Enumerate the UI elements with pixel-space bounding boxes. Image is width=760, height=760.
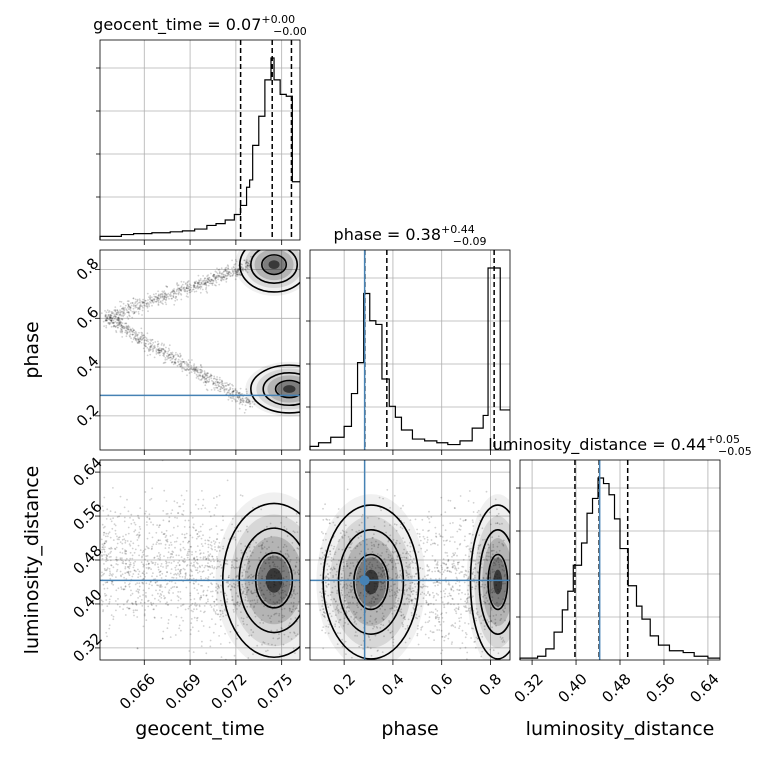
scatter-panel-geocent_time-luminosity_distance — [95, 459, 301, 665]
scatter-panel-phase-luminosity_distance — [305, 459, 511, 665]
tick-label-luminosity_distance: 0.32 — [510, 670, 546, 706]
contour-line — [250, 250, 299, 284]
density-fill — [268, 260, 280, 270]
histogram-panel-luminosity_distance — [516, 459, 721, 665]
histogram-panel-geocent_time — [96, 39, 301, 245]
contour-line — [478, 528, 510, 635]
density-blob — [245, 361, 300, 417]
axis-label-luminosity_distance: luminosity_distance — [21, 466, 43, 655]
axes-frame — [309, 249, 511, 451]
axis-label-geocent_time: geocent_time — [135, 718, 264, 740]
panel-title-geocent_time: geocent_time = 0.07+0.00 −0.00 — [93, 13, 307, 38]
density-blob — [234, 250, 300, 296]
tick-label-phase: 0.6 — [73, 303, 103, 333]
axes-frame — [309, 459, 511, 661]
contour-line — [322, 504, 420, 660]
tick-label-phase: 0.2 — [73, 401, 103, 431]
contour-line — [250, 364, 300, 414]
tick-label-luminosity_distance: 0.56 — [642, 670, 678, 706]
density-fill — [215, 492, 300, 660]
density-fill — [283, 385, 296, 393]
density-blob — [466, 494, 510, 660]
density-fill — [245, 361, 300, 417]
tick-label-geocent_time: 0.075 — [253, 670, 296, 713]
axes-frame — [99, 39, 301, 241]
contour-line — [337, 528, 405, 635]
tick-label-luminosity_distance: 0.64 — [686, 670, 722, 706]
axis-label-luminosity_distance: luminosity_distance — [526, 718, 715, 740]
tick-label-phase: 0.8 — [73, 254, 103, 284]
contour-line — [239, 250, 300, 293]
tick-label-phase: 0.4 — [378, 670, 408, 700]
contour-line — [262, 372, 300, 407]
tick-label-luminosity_distance: 0.48 — [598, 670, 634, 706]
axis-label-phase: phase — [21, 321, 43, 378]
panel-title-luminosity_distance: luminosity_distance = 0.44+0.05 −0.05 — [488, 433, 752, 458]
histogram-luminosity_distance — [519, 477, 720, 660]
density-region — [316, 488, 510, 660]
contour-line — [261, 254, 288, 276]
density-blob — [316, 494, 426, 660]
scatter-points — [100, 460, 300, 660]
tick-label-geocent_time: 0.069 — [162, 670, 205, 713]
tick-label-phase: 0.2 — [329, 670, 359, 700]
density-fill — [256, 368, 300, 410]
axes-frame — [519, 459, 721, 661]
injection-point — [359, 575, 370, 586]
density-fill — [363, 569, 379, 595]
tick-label-geocent_time: 0.066 — [116, 670, 159, 713]
density-fill — [493, 569, 503, 595]
tick-label-phase: 0.6 — [427, 670, 457, 700]
tick-label-phase: 0.4 — [73, 352, 103, 382]
scatter-panel-geocent_time-phase — [95, 249, 301, 455]
axes-frame — [99, 249, 301, 451]
tick-label-luminosity_distance: 0.40 — [554, 670, 590, 706]
histogram-panel-phase — [306, 249, 511, 455]
tick-label-phase: 0.8 — [476, 670, 506, 700]
contour-line — [469, 504, 510, 660]
contour-line — [487, 553, 509, 611]
axis-label-phase: phase — [381, 718, 438, 740]
density-region — [100, 250, 300, 417]
tick-label-geocent_time: 0.072 — [208, 670, 251, 713]
panel-title-phase: phase = 0.38+0.44 −0.09 — [334, 223, 487, 248]
scatter-points — [100, 255, 256, 414]
axes-frame — [99, 459, 301, 661]
contour-line — [274, 379, 300, 399]
density-region — [100, 460, 300, 660]
histogram-phase — [309, 267, 510, 450]
contour-line — [353, 553, 389, 611]
histogram-geocent_time — [99, 57, 300, 240]
